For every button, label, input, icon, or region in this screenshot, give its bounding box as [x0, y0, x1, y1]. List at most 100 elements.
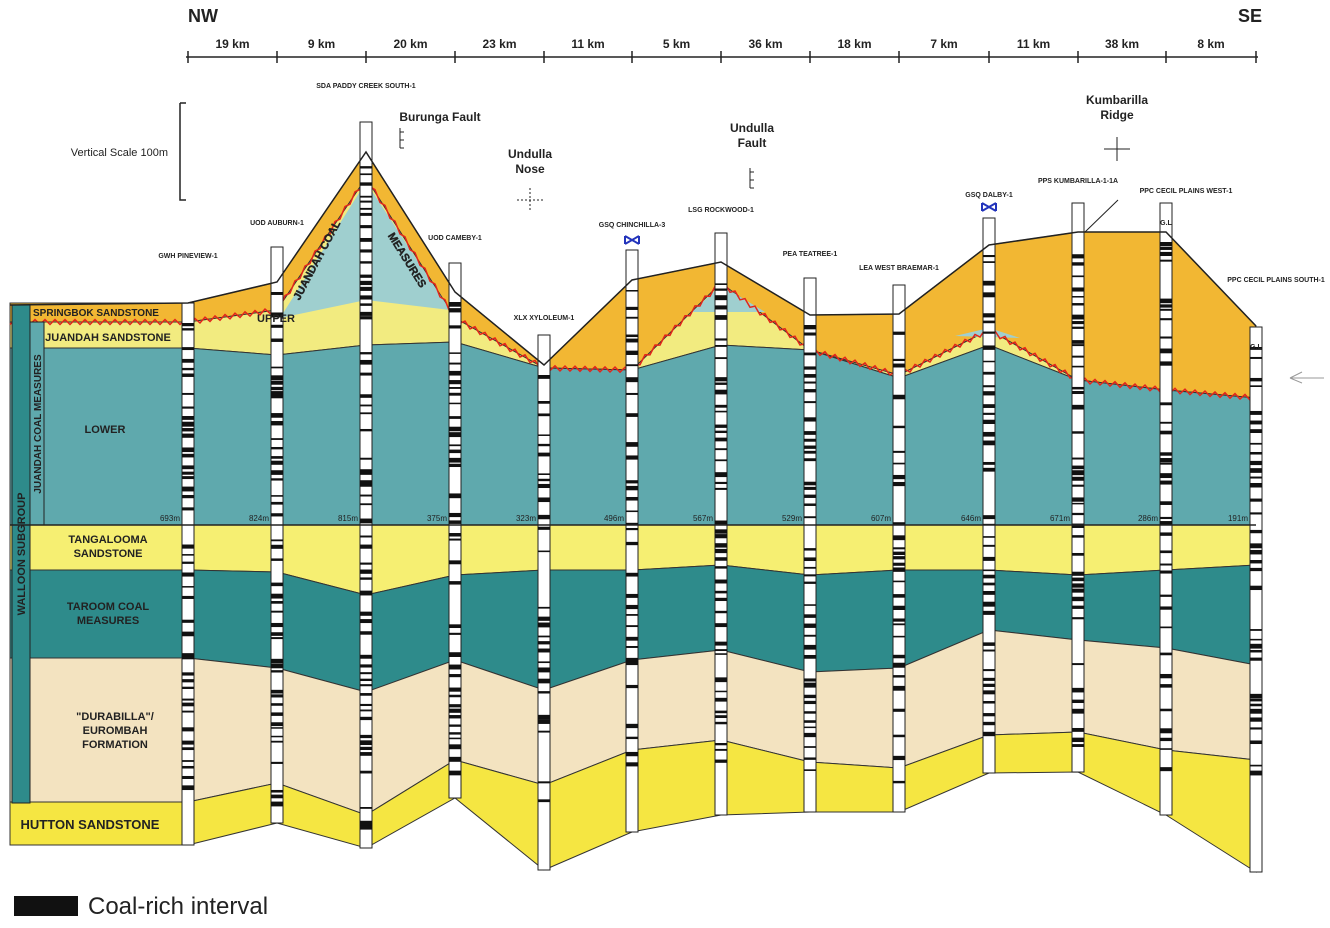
- coal-band: [983, 669, 995, 671]
- coal-band: [715, 438, 727, 442]
- coal-band: [983, 292, 995, 297]
- coal-band: [1072, 321, 1084, 324]
- coal-band: [1160, 299, 1172, 304]
- coal-band: [182, 472, 194, 475]
- coal-band: [1250, 568, 1262, 571]
- coal-band: [983, 650, 995, 652]
- coal-band: [538, 691, 550, 693]
- coal-band: [893, 663, 905, 668]
- coal-band: [449, 560, 461, 564]
- cross-section: NW SE Vertical Scale 100m Coal-rich inte…: [0, 0, 1330, 928]
- legend-label: Coal-rich interval: [88, 893, 268, 920]
- coal-band: [626, 290, 638, 292]
- coal-band: [1072, 583, 1084, 587]
- coal-band: [626, 605, 638, 609]
- coal-band: [1250, 499, 1262, 502]
- coal-band: [804, 678, 816, 681]
- coal-band: [626, 594, 638, 598]
- unit-label: LOWER: [85, 424, 126, 436]
- coal-band: [983, 515, 995, 519]
- coal-band: [538, 719, 550, 724]
- coal-band: [715, 283, 727, 285]
- coal-band: [449, 674, 461, 677]
- coal-band: [271, 637, 283, 639]
- coal-band: [360, 545, 372, 549]
- coal-band: [1160, 595, 1172, 597]
- coal-band: [182, 727, 194, 731]
- coal-band: [538, 453, 550, 457]
- distance-label: 7 km: [930, 37, 957, 51]
- structure-label: Kumbarilla: [1086, 93, 1148, 107]
- coal-band: [360, 208, 372, 210]
- coal-band: [715, 591, 727, 594]
- well-name: GSQ DALBY-1: [965, 192, 1013, 199]
- coal-band: [893, 567, 905, 571]
- coal-band: [715, 566, 727, 568]
- coal-band: [360, 704, 372, 706]
- coal-band: [360, 360, 372, 365]
- coal-band: [893, 636, 905, 638]
- coal-band: [360, 495, 372, 497]
- coal-band: [538, 731, 550, 733]
- coal-band: [893, 547, 905, 549]
- coal-band: [626, 497, 638, 501]
- coal-band: [893, 364, 905, 368]
- coal-band: [271, 611, 283, 613]
- structure-label: Burunga Fault: [399, 110, 480, 124]
- structure-label: Ridge: [1100, 108, 1134, 122]
- coal-band: [271, 387, 283, 390]
- coal-band: [360, 303, 372, 305]
- coal-band: [360, 182, 372, 185]
- well-depth: 496m: [604, 514, 624, 523]
- coal-band: [626, 614, 638, 616]
- well-name: SDA PADDY CREEK SOUTH-1: [316, 83, 416, 90]
- coal-band: [1160, 709, 1172, 712]
- well-column: [804, 278, 816, 812]
- coal-band: [715, 382, 727, 384]
- coal-band: [983, 404, 995, 408]
- coal-band: [182, 487, 194, 492]
- coal-band: [360, 740, 372, 745]
- well-name: PPC CECIL PLAINS WEST-1: [1140, 188, 1233, 195]
- coal-band: [449, 450, 461, 454]
- coal-band: [360, 484, 372, 486]
- coal-band: [804, 325, 816, 329]
- direction-right: SE: [1238, 6, 1262, 26]
- coal-band: [715, 488, 727, 490]
- coal-band: [182, 454, 194, 458]
- coal-band: [626, 685, 638, 688]
- coal-band: [715, 425, 727, 428]
- coal-band: [1250, 421, 1262, 425]
- coal-band: [1072, 327, 1084, 329]
- hand-arrow: [1290, 372, 1324, 383]
- well-depth: 607m: [871, 514, 891, 523]
- well-depth: 286m: [1138, 514, 1158, 523]
- unit-label: MEASURES: [77, 615, 139, 627]
- unit-label: EUROMBAH: [83, 725, 148, 737]
- structure-label: Undulla: [730, 121, 774, 135]
- coal-band: [271, 802, 283, 807]
- well-name: PPS KUMBARILLA-1-1A: [1038, 178, 1118, 185]
- coal-band: [626, 317, 638, 319]
- coal-band: [804, 516, 816, 518]
- coal-band: [182, 711, 194, 713]
- coal-band: [715, 677, 727, 682]
- coal-band: [893, 475, 905, 479]
- coal-band: [1072, 254, 1084, 258]
- coal-band: [271, 795, 283, 799]
- coal-band: [1250, 461, 1262, 465]
- coal-band: [538, 781, 550, 783]
- coal-band: [983, 575, 995, 579]
- coal-band: [983, 583, 995, 586]
- coal-band: [626, 455, 638, 459]
- coal-band: [449, 493, 461, 498]
- coal-band: [1160, 517, 1172, 519]
- coal-band: [538, 551, 550, 553]
- coal-band: [1072, 344, 1084, 346]
- coal-band: [804, 458, 816, 461]
- unit-label: TAROOM COAL: [67, 601, 150, 613]
- coal-band: [449, 464, 461, 467]
- coal-band: [1072, 535, 1084, 538]
- coal-band: [1072, 513, 1084, 515]
- coal-band: [360, 261, 372, 263]
